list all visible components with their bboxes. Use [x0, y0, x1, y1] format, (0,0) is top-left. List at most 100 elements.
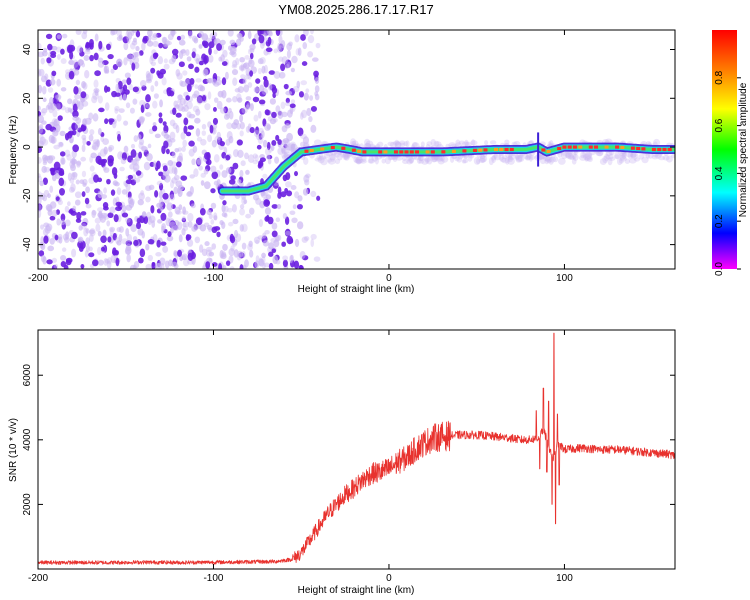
noise-point — [38, 156, 42, 164]
ridge-halo-point — [283, 151, 288, 159]
noise-point — [61, 33, 68, 39]
ridge-peak-mark — [578, 145, 583, 149]
noise-point — [268, 242, 274, 250]
ridge-halo-point — [281, 147, 287, 154]
ridge-halo-point — [437, 158, 445, 165]
noise-point — [169, 30, 176, 36]
noise-point — [170, 261, 178, 267]
noise-point — [152, 100, 158, 109]
ridge-halo-point — [584, 151, 593, 158]
noise-point — [220, 54, 225, 63]
noise-point — [314, 77, 320, 84]
noise-point — [192, 222, 199, 231]
noise-point — [107, 158, 114, 167]
noise-point — [292, 85, 300, 93]
noise-point — [68, 209, 75, 214]
noise-point — [112, 232, 117, 241]
noise-point — [199, 224, 207, 232]
noise-point — [46, 57, 52, 64]
noise-point — [296, 80, 301, 89]
noise-point — [233, 249, 239, 258]
noise-point — [38, 128, 46, 135]
noise-point — [285, 172, 291, 181]
noise-point — [120, 158, 127, 165]
noise-point — [101, 60, 109, 66]
noise-point — [109, 227, 114, 237]
noise-point — [254, 154, 259, 162]
noise-point — [258, 127, 264, 134]
ridge-halo-point — [381, 158, 386, 164]
noise-point — [49, 78, 56, 86]
noise-point — [60, 219, 66, 226]
ridge-halo-point — [438, 155, 445, 162]
noise-point — [307, 51, 314, 58]
noise-point — [258, 258, 265, 267]
noise-point — [145, 112, 152, 117]
ridge-halo-point — [342, 152, 349, 161]
noise-point — [271, 139, 277, 146]
noise-point — [82, 137, 87, 146]
ridge-halo-point — [431, 154, 438, 163]
noise-point — [97, 207, 104, 213]
ridge-halo-point — [430, 154, 438, 163]
ridge-peak-mark — [309, 148, 314, 153]
noise-point — [258, 257, 263, 266]
noise-point — [127, 174, 134, 180]
noise-point — [310, 124, 317, 133]
noise-point — [186, 56, 192, 62]
noise-point — [277, 147, 284, 155]
noise-point — [284, 101, 291, 107]
noise-point — [56, 93, 61, 102]
noise-point — [80, 211, 87, 216]
noise-point — [266, 154, 271, 160]
noise-point — [147, 30, 153, 37]
noise-point — [117, 133, 121, 142]
noise-point — [73, 86, 79, 95]
noise-point — [40, 254, 46, 263]
noise-point — [177, 184, 184, 191]
noise-point — [231, 64, 238, 69]
noise-point — [218, 263, 223, 269]
noise-point — [144, 103, 150, 110]
noise-point — [198, 44, 203, 49]
noise-point — [264, 109, 270, 116]
noise-point — [158, 42, 164, 49]
snr-x-ticks: -200 -100 0 100 — [28, 330, 573, 584]
ridge-halo-point — [546, 158, 552, 164]
ridge-halo-point — [569, 155, 575, 160]
noise-point — [71, 172, 78, 178]
noise-point — [153, 93, 159, 99]
noise-point — [130, 143, 136, 149]
noise-point — [145, 196, 151, 203]
noise-point — [161, 36, 168, 44]
noise-point — [270, 145, 275, 151]
noise-point — [72, 171, 78, 181]
noise-point — [55, 196, 60, 202]
ridge-halo-point — [458, 140, 466, 145]
noise-point — [56, 34, 62, 40]
noise-point — [191, 225, 198, 232]
noise-point — [142, 37, 148, 44]
ridge-halo-point — [364, 138, 371, 147]
ridge-halo-point — [417, 155, 424, 162]
noise-point — [245, 104, 250, 111]
noise-point — [300, 141, 306, 148]
noise-point — [192, 145, 198, 153]
noise-point — [159, 262, 165, 269]
noise-point — [47, 87, 54, 93]
noise-point — [173, 174, 180, 181]
noise-point — [173, 100, 179, 108]
colorbar-tick-label: 0.2 — [714, 214, 725, 228]
ridge-halo-point — [355, 158, 362, 165]
noise-point — [164, 260, 170, 269]
spectrogram-xlabel: Height of straight line (km) — [298, 284, 415, 295]
noise-point — [64, 205, 70, 213]
noise-point — [186, 234, 192, 241]
noise-point — [201, 248, 208, 257]
noise-point — [256, 144, 262, 150]
noise-point — [42, 97, 47, 103]
ridge-halo-point — [353, 156, 359, 163]
noise-point — [168, 165, 174, 174]
noise-point — [297, 195, 303, 202]
snr-y-ticks: 2000 4000 6000 — [22, 364, 675, 516]
